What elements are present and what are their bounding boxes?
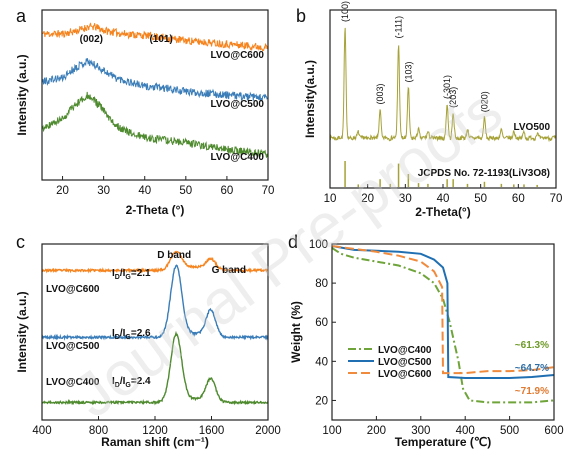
panel-a-xtick-label: 40 — [138, 185, 151, 197]
y-axis-label: Weight (%) — [289, 301, 303, 363]
panel-d-ytick-label: 20 — [315, 395, 328, 407]
peak-label: (203) — [448, 87, 458, 108]
intensity-ratio: ID/IG=2.6 — [112, 328, 151, 341]
panel-d-xtick-label: 200 — [367, 425, 386, 437]
x-axis-label: Raman shift (cm⁻¹) — [101, 435, 209, 449]
peak-label: (-111) — [394, 16, 404, 39]
panel-letter-b: b — [296, 6, 306, 26]
intensity-ratio: ID/IG=2.1 — [112, 268, 151, 281]
residual-annotation: ~64.7% — [515, 363, 549, 374]
tga-line-lvo-c600 — [331, 245, 555, 375]
panel-c-xtick-label: 800 — [89, 425, 108, 437]
panel-b-xtick-label: 40 — [437, 193, 450, 205]
series-label: LVO@C600 — [211, 50, 265, 61]
panel-a-xtick-label: 70 — [262, 185, 275, 197]
peak-label: (002) — [80, 34, 103, 45]
series-label: LVO500 — [514, 122, 551, 133]
xrd-line-lvo-c400 — [41, 91, 269, 159]
raman-line-lvo-c500 — [41, 264, 269, 341]
intensity-ratio: ID/IG=2.4 — [112, 376, 151, 389]
reference-label: JCPDS No. 72-1193(LiV3O8) — [418, 168, 550, 179]
raman-line-lvo-c600 — [41, 250, 268, 274]
peak-label: (101) — [149, 34, 172, 45]
xrd-line-lvo-c600 — [41, 22, 269, 52]
band-label: D band — [157, 250, 191, 261]
tga-line-lvo-c400 — [331, 247, 555, 404]
panel-a-xtick-label: 20 — [56, 185, 69, 197]
residual-annotation: ~71.9% — [515, 386, 549, 397]
panel-d-xtick-label: 600 — [544, 425, 563, 437]
residual-annotation: ~61.3% — [515, 340, 549, 351]
panel-d-xtick-label: 100 — [322, 425, 341, 437]
panel-d-frame — [331, 243, 555, 421]
series-label: LVO@C400 — [211, 152, 265, 163]
panel-a: a LVO@C600 LVO@C500 LVO@C400 (002) (101) 20 30 4… — [15, 6, 274, 217]
y-axis-label: Intensity (a.u.) — [15, 54, 29, 135]
panel-c-xtick-label: 1200 — [142, 425, 168, 437]
panel-b-xtick-label: 20 — [361, 193, 374, 205]
peak-label: (100) — [340, 1, 350, 22]
y-axis-label: Intensity (a.u.) — [15, 291, 29, 372]
peak-label: (-301) — [442, 75, 452, 99]
x-axis-label: Temperature (℃) — [395, 435, 492, 449]
panel-a-xtick-label: 50 — [179, 185, 192, 197]
panel-c: c LVO@C600 ID/IG=2.1 LVO@C500 ID/IG=2.6 LVO@C… — [15, 232, 281, 449]
tga-line-lvo-c500 — [331, 245, 555, 379]
series-label: LVO@C400 — [46, 377, 100, 388]
legend-label: LVO@C500 — [378, 357, 432, 368]
panel-d-ytick-label: 100 — [309, 239, 328, 251]
panel-d-ytick-label: 40 — [315, 356, 328, 368]
panel-letter-c: c — [16, 232, 25, 252]
panel-b-xtick-label: 70 — [550, 193, 563, 205]
panel-letter-a: a — [16, 6, 27, 26]
peak-label: (020) — [479, 91, 489, 112]
legend-label: LVO@C400 — [378, 345, 432, 356]
xrd-line-lvo-c500 — [41, 57, 269, 102]
panel-c-xtick-label: 2000 — [255, 425, 281, 437]
band-label: G band — [212, 265, 246, 276]
panel-b-xtick-label: 60 — [512, 193, 525, 205]
panel-b-xtick-label: 10 — [324, 193, 337, 205]
panel-d-xtick-label: 300 — [411, 425, 430, 437]
y-axis-label: Intensity(a.u.) — [303, 60, 317, 138]
x-axis-label: 2-Theta(°) — [415, 205, 470, 219]
panel-a-xtick-label: 60 — [221, 185, 234, 197]
panel-a-frame — [41, 9, 269, 181]
panel-d-ytick-label: 80 — [315, 278, 328, 290]
panel-letter-d: d — [288, 232, 298, 252]
panel-d-xtick-label: 500 — [500, 425, 519, 437]
xrd-line-lvo500 — [329, 27, 557, 143]
panel-c-xtick-label: 400 — [32, 425, 51, 437]
legend-label: LVO@C600 — [378, 369, 432, 380]
peak-label: (103) — [403, 61, 413, 82]
panel-b-xtick-label: 30 — [399, 193, 412, 205]
panel-b: b (100) (003) (-111) (103) (-301)(203) (020) LV… — [296, 1, 562, 219]
series-label: LVO@C600 — [46, 284, 100, 295]
peak-label: (003) — [375, 83, 385, 104]
series-label: LVO@C500 — [211, 99, 265, 110]
watermark: Journal Pre-proofs — [61, 76, 514, 432]
panel-d-ytick-label: 60 — [315, 317, 328, 329]
x-axis-label: 2-Theta (°) — [126, 203, 185, 217]
raman-line-lvo-c400 — [41, 330, 269, 406]
series-label: LVO@C500 — [46, 341, 100, 352]
panel-c-xtick-label: 1600 — [199, 425, 225, 437]
panel-b-xtick-label: 50 — [474, 193, 487, 205]
panel-a-xtick-label: 30 — [97, 185, 110, 197]
panel-d-xtick-label: 400 — [456, 425, 475, 437]
